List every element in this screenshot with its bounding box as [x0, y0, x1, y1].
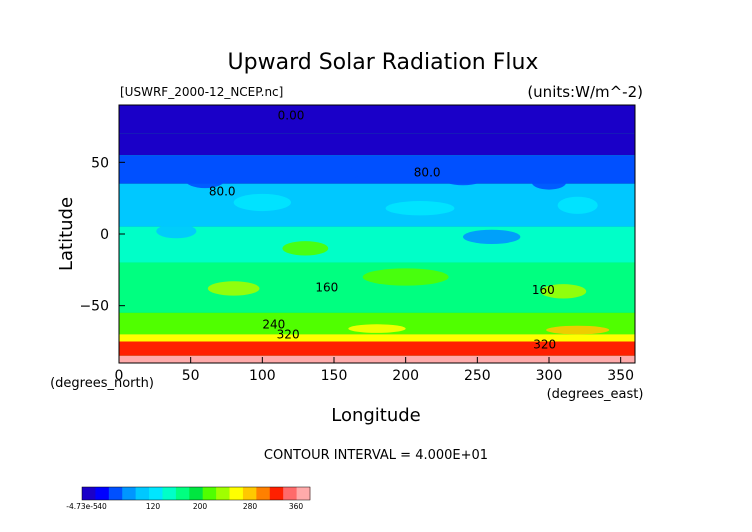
x-tick-label: 350	[607, 368, 634, 384]
x-tick-label: 150	[321, 368, 348, 384]
colorbar-swatch	[269, 487, 284, 500]
colorbar: -4.73e-5 40 120 200 280 360	[66, 486, 311, 511]
source-label: [USWRF_2000-12_NCEP.nc]	[120, 85, 283, 99]
contour-label: 240	[262, 318, 285, 332]
heatmap-band	[119, 105, 635, 134]
units-label: (units:W/m^-2)	[527, 83, 643, 101]
heatmap-band	[119, 183, 635, 227]
colorbar-swatch	[242, 487, 257, 500]
heatmap-patch	[362, 268, 449, 286]
x-tick-label: 250	[464, 368, 491, 384]
heatmap-patch	[308, 166, 360, 181]
heatmap-band	[119, 355, 635, 363]
heatmap-patch	[531, 175, 567, 190]
heatmap-patch	[557, 196, 598, 214]
x-tick-label: 50	[182, 368, 200, 384]
y-unit-label: (degrees_north)	[50, 376, 154, 391]
heatmap-band	[119, 334, 635, 342]
colorbar-swatch	[135, 487, 150, 500]
y-tick-label: 50	[91, 155, 109, 171]
colorbar-swatch	[256, 487, 271, 500]
contour-label: 320	[533, 338, 556, 352]
y-tick-label: 0	[100, 227, 109, 243]
colorbar-swatch	[216, 487, 230, 500]
heatmap-patch	[156, 223, 197, 239]
colorbar-swatch	[175, 487, 190, 500]
colorbar-tick-label: -4.73e-5	[66, 502, 98, 511]
x-tick-label: 300	[536, 368, 563, 384]
colorbar-tick-label: 120	[146, 502, 161, 511]
colorbar-swatch	[82, 487, 96, 500]
colorbar-swatch	[122, 487, 137, 500]
colorbar-swatch	[189, 487, 204, 500]
contour-label: 0.00	[278, 108, 305, 122]
colorbar-swatch	[283, 487, 297, 500]
contour-label: 80.0	[209, 184, 236, 198]
colorbar-tick-label: 200	[193, 502, 208, 511]
heatmap-patch	[184, 170, 226, 189]
contour-label: 80.0	[414, 166, 441, 180]
colorbar-swatch	[229, 487, 244, 500]
colorbar-tick-label: 40	[97, 502, 107, 511]
colorbar-swatch	[296, 487, 311, 500]
contour-label: 160	[532, 283, 555, 297]
heatmap-patch	[463, 229, 521, 245]
heatmap-patch	[440, 168, 486, 186]
heatmap-band	[119, 133, 635, 156]
heatmap-patch	[385, 201, 455, 216]
heatmap-band	[119, 226, 635, 263]
colorbar-tick-label: 280	[243, 502, 258, 511]
x-tick-label: 0	[115, 368, 124, 384]
x-tick-label: 200	[392, 368, 419, 384]
colorbar-swatch	[162, 487, 177, 500]
y-axis-label: Latitude	[56, 197, 77, 271]
contour-label: 160	[315, 280, 338, 294]
heatmap-patch	[207, 281, 260, 296]
chart-title: Upward Solar Radiation Flux	[228, 50, 539, 75]
x-axis-label: Longitude	[331, 405, 421, 426]
heatmap-patch	[540, 284, 587, 299]
colorbar-tick-label: 360	[289, 502, 304, 511]
colorbar-swatch	[95, 487, 110, 500]
colorbar-frame	[81, 486, 311, 501]
heatmap-patch	[348, 324, 406, 333]
colorbar-swatch	[202, 487, 217, 500]
colorbar-swatch	[108, 487, 123, 500]
heatmap-patch	[233, 193, 291, 212]
heatmap-patch	[184, 342, 254, 352]
contour-interval-label: CONTOUR INTERVAL = 4.000E+01	[264, 448, 488, 463]
x-tick-label: 100	[249, 368, 276, 384]
heatmap-patch	[282, 241, 329, 256]
x-unit-label: (degrees_east)	[547, 387, 644, 402]
heatmap-patch	[546, 325, 610, 335]
y-tick-label: −50	[79, 299, 109, 315]
contour-label: 320	[277, 328, 300, 342]
heatmap-band	[119, 312, 635, 335]
colorbar-swatch	[149, 487, 163, 500]
heatmap-patch	[434, 341, 521, 351]
